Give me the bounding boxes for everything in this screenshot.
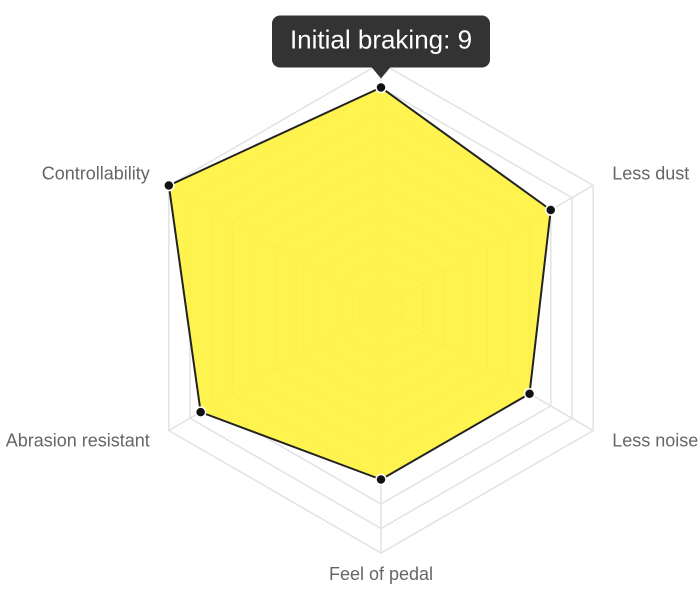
data-point xyxy=(375,473,387,486)
data-point xyxy=(163,179,175,192)
data-point xyxy=(375,81,387,94)
category-label: Feel of pedal xyxy=(329,564,433,584)
data-point xyxy=(544,204,557,216)
tooltip: Initial braking: 9 xyxy=(272,15,490,79)
category-label: Abrasion resistant xyxy=(6,430,150,450)
data-point xyxy=(523,388,536,400)
radar-area xyxy=(167,86,552,481)
category-label: Less dust xyxy=(612,163,689,183)
category-label: Controllability xyxy=(42,163,150,183)
tooltip-text: Initial braking: 9 xyxy=(290,24,472,54)
tooltip-box xyxy=(272,15,490,68)
tooltip-arrow xyxy=(371,66,391,79)
category-label: Less noise xyxy=(612,430,698,450)
data-point xyxy=(194,406,207,418)
